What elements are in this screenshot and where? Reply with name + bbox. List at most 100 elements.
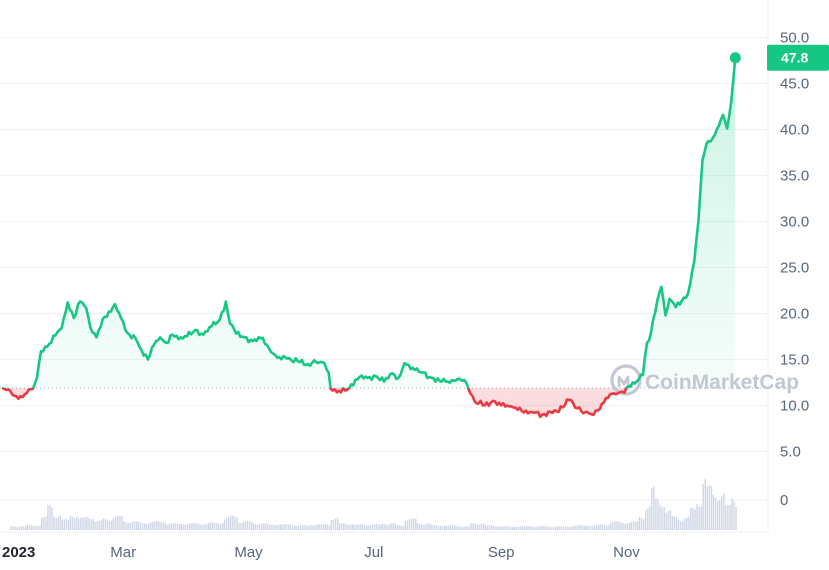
volume-bar <box>20 526 23 530</box>
volume-bar <box>353 524 355 530</box>
volume-bar <box>667 511 670 530</box>
volume-bar <box>435 525 437 530</box>
x-tick-label: Nov <box>613 544 640 561</box>
volume-bar <box>472 523 474 530</box>
volume-bar <box>336 517 339 530</box>
volume-bar <box>61 519 63 530</box>
volume-bar <box>647 508 649 530</box>
volume-bar <box>115 516 117 530</box>
volume-bar <box>534 526 536 530</box>
volume-bar <box>166 524 168 530</box>
volume-bar <box>507 526 509 530</box>
volume-bar <box>474 523 476 530</box>
volume-bar <box>476 524 479 530</box>
volume-bar <box>591 525 594 530</box>
volume-bar <box>575 525 577 530</box>
volume-bar <box>156 521 158 530</box>
volume-bar <box>304 525 306 530</box>
volume-bar <box>357 524 359 530</box>
volume-bar <box>388 524 390 530</box>
volume-bar <box>187 523 189 530</box>
volume-bar <box>478 524 481 530</box>
volume-bar <box>527 526 530 530</box>
volume-bar <box>449 525 452 530</box>
volume-bar <box>517 526 520 530</box>
volume-bar <box>135 521 138 530</box>
volume-bar <box>675 517 678 530</box>
volume-bar <box>154 521 156 530</box>
volume-bar <box>112 517 115 530</box>
volume-bar <box>733 501 735 530</box>
volume-bar <box>320 524 323 530</box>
volume-bar <box>306 525 308 530</box>
volume-bar <box>365 525 368 530</box>
volume-bar <box>205 523 207 530</box>
volume-bar <box>88 517 90 530</box>
volume-bar <box>443 525 446 530</box>
volume-bar <box>213 522 216 530</box>
volume-bar <box>538 526 540 530</box>
volume-bar <box>302 525 304 530</box>
volume-bar <box>376 524 378 530</box>
volume-bar <box>433 525 435 530</box>
y-tick-label: 40.0 <box>780 122 809 139</box>
y-tick-label: 15.0 <box>780 352 809 369</box>
volume-bar <box>96 521 98 530</box>
volume-bar <box>71 517 74 530</box>
volume-bar <box>98 520 101 530</box>
y-axis: 50.0 45.0 40.0 35.0 30.0 25.0 20.0 15.0 10.0 5.0 0 <box>780 30 809 510</box>
volume-bar <box>567 526 569 530</box>
volume-bar <box>59 515 62 530</box>
volume-bar <box>373 524 376 530</box>
volume-bar <box>509 526 512 530</box>
volume-bar <box>84 517 86 530</box>
volume-bar <box>265 523 267 530</box>
volume-bar <box>359 524 361 530</box>
volume-bar <box>162 522 164 530</box>
volume-bar <box>45 516 47 530</box>
area-fills <box>2 57 736 417</box>
volume-bar <box>601 524 604 530</box>
volume-bar <box>577 525 579 530</box>
current-price-label: 47.8 <box>781 50 808 66</box>
volume-bar <box>28 525 31 530</box>
volume-bar <box>683 518 686 530</box>
volume-bar <box>669 509 672 530</box>
volume-bar <box>299 525 302 530</box>
volume-bar <box>579 525 581 530</box>
volume-bar <box>458 526 460 530</box>
volume-bar <box>53 516 55 530</box>
price-line-down <box>1 388 629 419</box>
current-price-dot[interactable] <box>729 52 741 64</box>
volume-bar <box>655 498 657 530</box>
volume-bar <box>536 526 538 530</box>
volume-bar <box>606 525 608 530</box>
volume-bar <box>322 524 325 530</box>
area-fill-down <box>2 388 736 417</box>
volume-bar <box>108 520 111 530</box>
volume-bar <box>612 521 614 530</box>
volume-bar <box>599 524 602 530</box>
volume-bar <box>330 519 333 530</box>
volume-bar <box>712 494 715 530</box>
volume-bar <box>367 525 370 530</box>
volume-bar <box>497 525 499 530</box>
volume-bar <box>402 526 405 530</box>
volume-bar <box>191 523 193 530</box>
volume-bar <box>398 525 400 530</box>
volume-bar <box>445 525 448 530</box>
volume-bar <box>618 521 620 530</box>
volume-bar <box>542 526 544 530</box>
volume-bar <box>254 524 257 530</box>
area-fill-up <box>2 57 736 389</box>
volume-bar <box>199 524 201 530</box>
y-tick-label: 35.0 <box>780 168 809 185</box>
volume-bar <box>429 523 431 530</box>
volume-bar <box>316 524 318 530</box>
volume-bar <box>454 525 456 530</box>
volume-bar <box>624 523 626 530</box>
volume-bar <box>289 524 292 530</box>
volume-bar <box>416 523 419 530</box>
y-tick-label: 10.0 <box>780 398 809 415</box>
volume-bar <box>560 526 563 530</box>
